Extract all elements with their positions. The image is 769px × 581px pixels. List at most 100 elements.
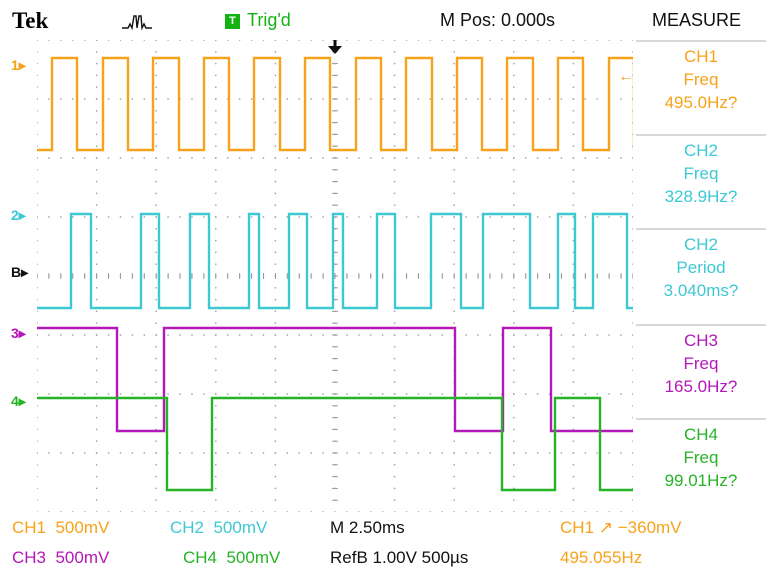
grid-dot (95, 51, 98, 53)
grid-dot (215, 180, 217, 183)
grid-dot (513, 499, 515, 501)
measurement-1[interactable]: CH1 Freq 495.0Hz? (636, 40, 766, 129)
grid-dot (596, 511, 598, 512)
grid-dot (513, 133, 515, 136)
grid-dot (513, 239, 515, 242)
grid-dot (596, 334, 598, 336)
grid-dot (393, 145, 396, 147)
grid-dot (119, 40, 122, 41)
grid-dot (536, 40, 539, 41)
grid-dot (48, 393, 50, 395)
grid-dot (83, 216, 86, 218)
grid-dot (95, 216, 98, 218)
waveform-display[interactable] (37, 40, 633, 512)
grid-dot (453, 322, 455, 324)
grid-dot (95, 428, 98, 431)
grid-dot (322, 40, 324, 41)
grid-dot (95, 381, 98, 383)
grid-dot (513, 452, 515, 454)
grid-dot (37, 322, 38, 324)
grid-dot (310, 393, 312, 395)
grid-dot (536, 452, 539, 454)
grid-dot (322, 393, 324, 395)
grid-dot (632, 51, 633, 53)
grid-dot (632, 74, 633, 77)
grid-dot (441, 393, 443, 395)
grid-dot (453, 133, 455, 136)
grid-dot (393, 40, 396, 41)
grid-dot (215, 393, 217, 395)
grid-dot (453, 40, 455, 41)
grid-dot (215, 239, 217, 242)
grid-dot (37, 169, 38, 171)
grid-dot (72, 452, 74, 454)
grid-dot (370, 452, 372, 454)
grid-dot (358, 216, 360, 218)
reference-b-marker[interactable]: B▸ (11, 264, 28, 281)
grid-dot (155, 346, 157, 348)
grid-dot (322, 511, 324, 512)
measurement-5[interactable]: CH4 Freq 99.01Hz? (636, 418, 766, 507)
grid-dot (274, 287, 277, 289)
grid-dot (95, 416, 98, 419)
measurement-flag: ? (727, 187, 738, 206)
grid-dot (119, 157, 122, 159)
grid-dot (322, 334, 324, 336)
channel-1-marker[interactable]: 1▸ (11, 57, 26, 74)
grid-dot (358, 511, 360, 512)
grid-dot (95, 369, 98, 372)
grid-dot (227, 40, 229, 41)
channel-2-marker[interactable]: 2▸ (11, 207, 26, 224)
grid-dot (37, 121, 38, 124)
grid-dot (37, 62, 38, 65)
measurement-3[interactable]: CH2 Period 3.040ms? (636, 228, 766, 317)
waveform-traces (37, 56, 633, 492)
grid-dot (95, 98, 98, 100)
grid-dot (632, 416, 633, 419)
grid-dot (453, 298, 455, 301)
grid-dot (346, 334, 348, 336)
grid-dot (513, 263, 515, 265)
grid-dot (632, 393, 633, 395)
grid-dot (584, 40, 587, 41)
grid-dot (298, 511, 300, 512)
grid-dot (513, 145, 515, 147)
grid-dot (95, 334, 98, 336)
grid-dot (393, 499, 396, 501)
grid-dot (513, 62, 515, 65)
grid-dot (37, 157, 38, 159)
grid-dot (250, 452, 253, 454)
grid-dot (453, 157, 455, 159)
grid-dot (417, 393, 420, 395)
grid-dot (155, 145, 157, 147)
grid-dot (453, 169, 455, 171)
measurement-number: 495.0Hz (664, 93, 728, 112)
measurement-4[interactable]: CH3 Freq 165.0Hz? (636, 324, 766, 413)
grid-dot (477, 511, 479, 512)
measurement-channel: CH1 (683, 47, 718, 66)
grid-dot (525, 511, 527, 512)
grid-dot (632, 487, 633, 490)
grid-dot (119, 452, 122, 454)
grid-dot (620, 216, 622, 218)
channel-3-marker[interactable]: 3▸ (11, 325, 26, 342)
grid-dot (155, 322, 157, 324)
grid-dot (274, 74, 277, 77)
measurement-type: Freq (683, 164, 719, 183)
grid-dot (632, 110, 633, 112)
channel-4-marker[interactable]: 4▸ (11, 393, 26, 410)
grid-dot (370, 334, 372, 336)
grid-dot (393, 74, 396, 77)
grid-dot (536, 98, 539, 100)
measurement-2[interactable]: CH2 Freq 328.9Hz? (636, 134, 766, 223)
grid-dot (95, 110, 98, 112)
grid-dot (572, 157, 575, 159)
grid-dot (477, 393, 479, 395)
grid-dot (548, 216, 551, 218)
grid-dot (215, 228, 217, 230)
grid-dot (95, 204, 98, 206)
grid-dot (572, 393, 575, 395)
grid-dot (274, 393, 277, 395)
grid-dot (453, 440, 455, 442)
grid-dot (48, 334, 50, 336)
